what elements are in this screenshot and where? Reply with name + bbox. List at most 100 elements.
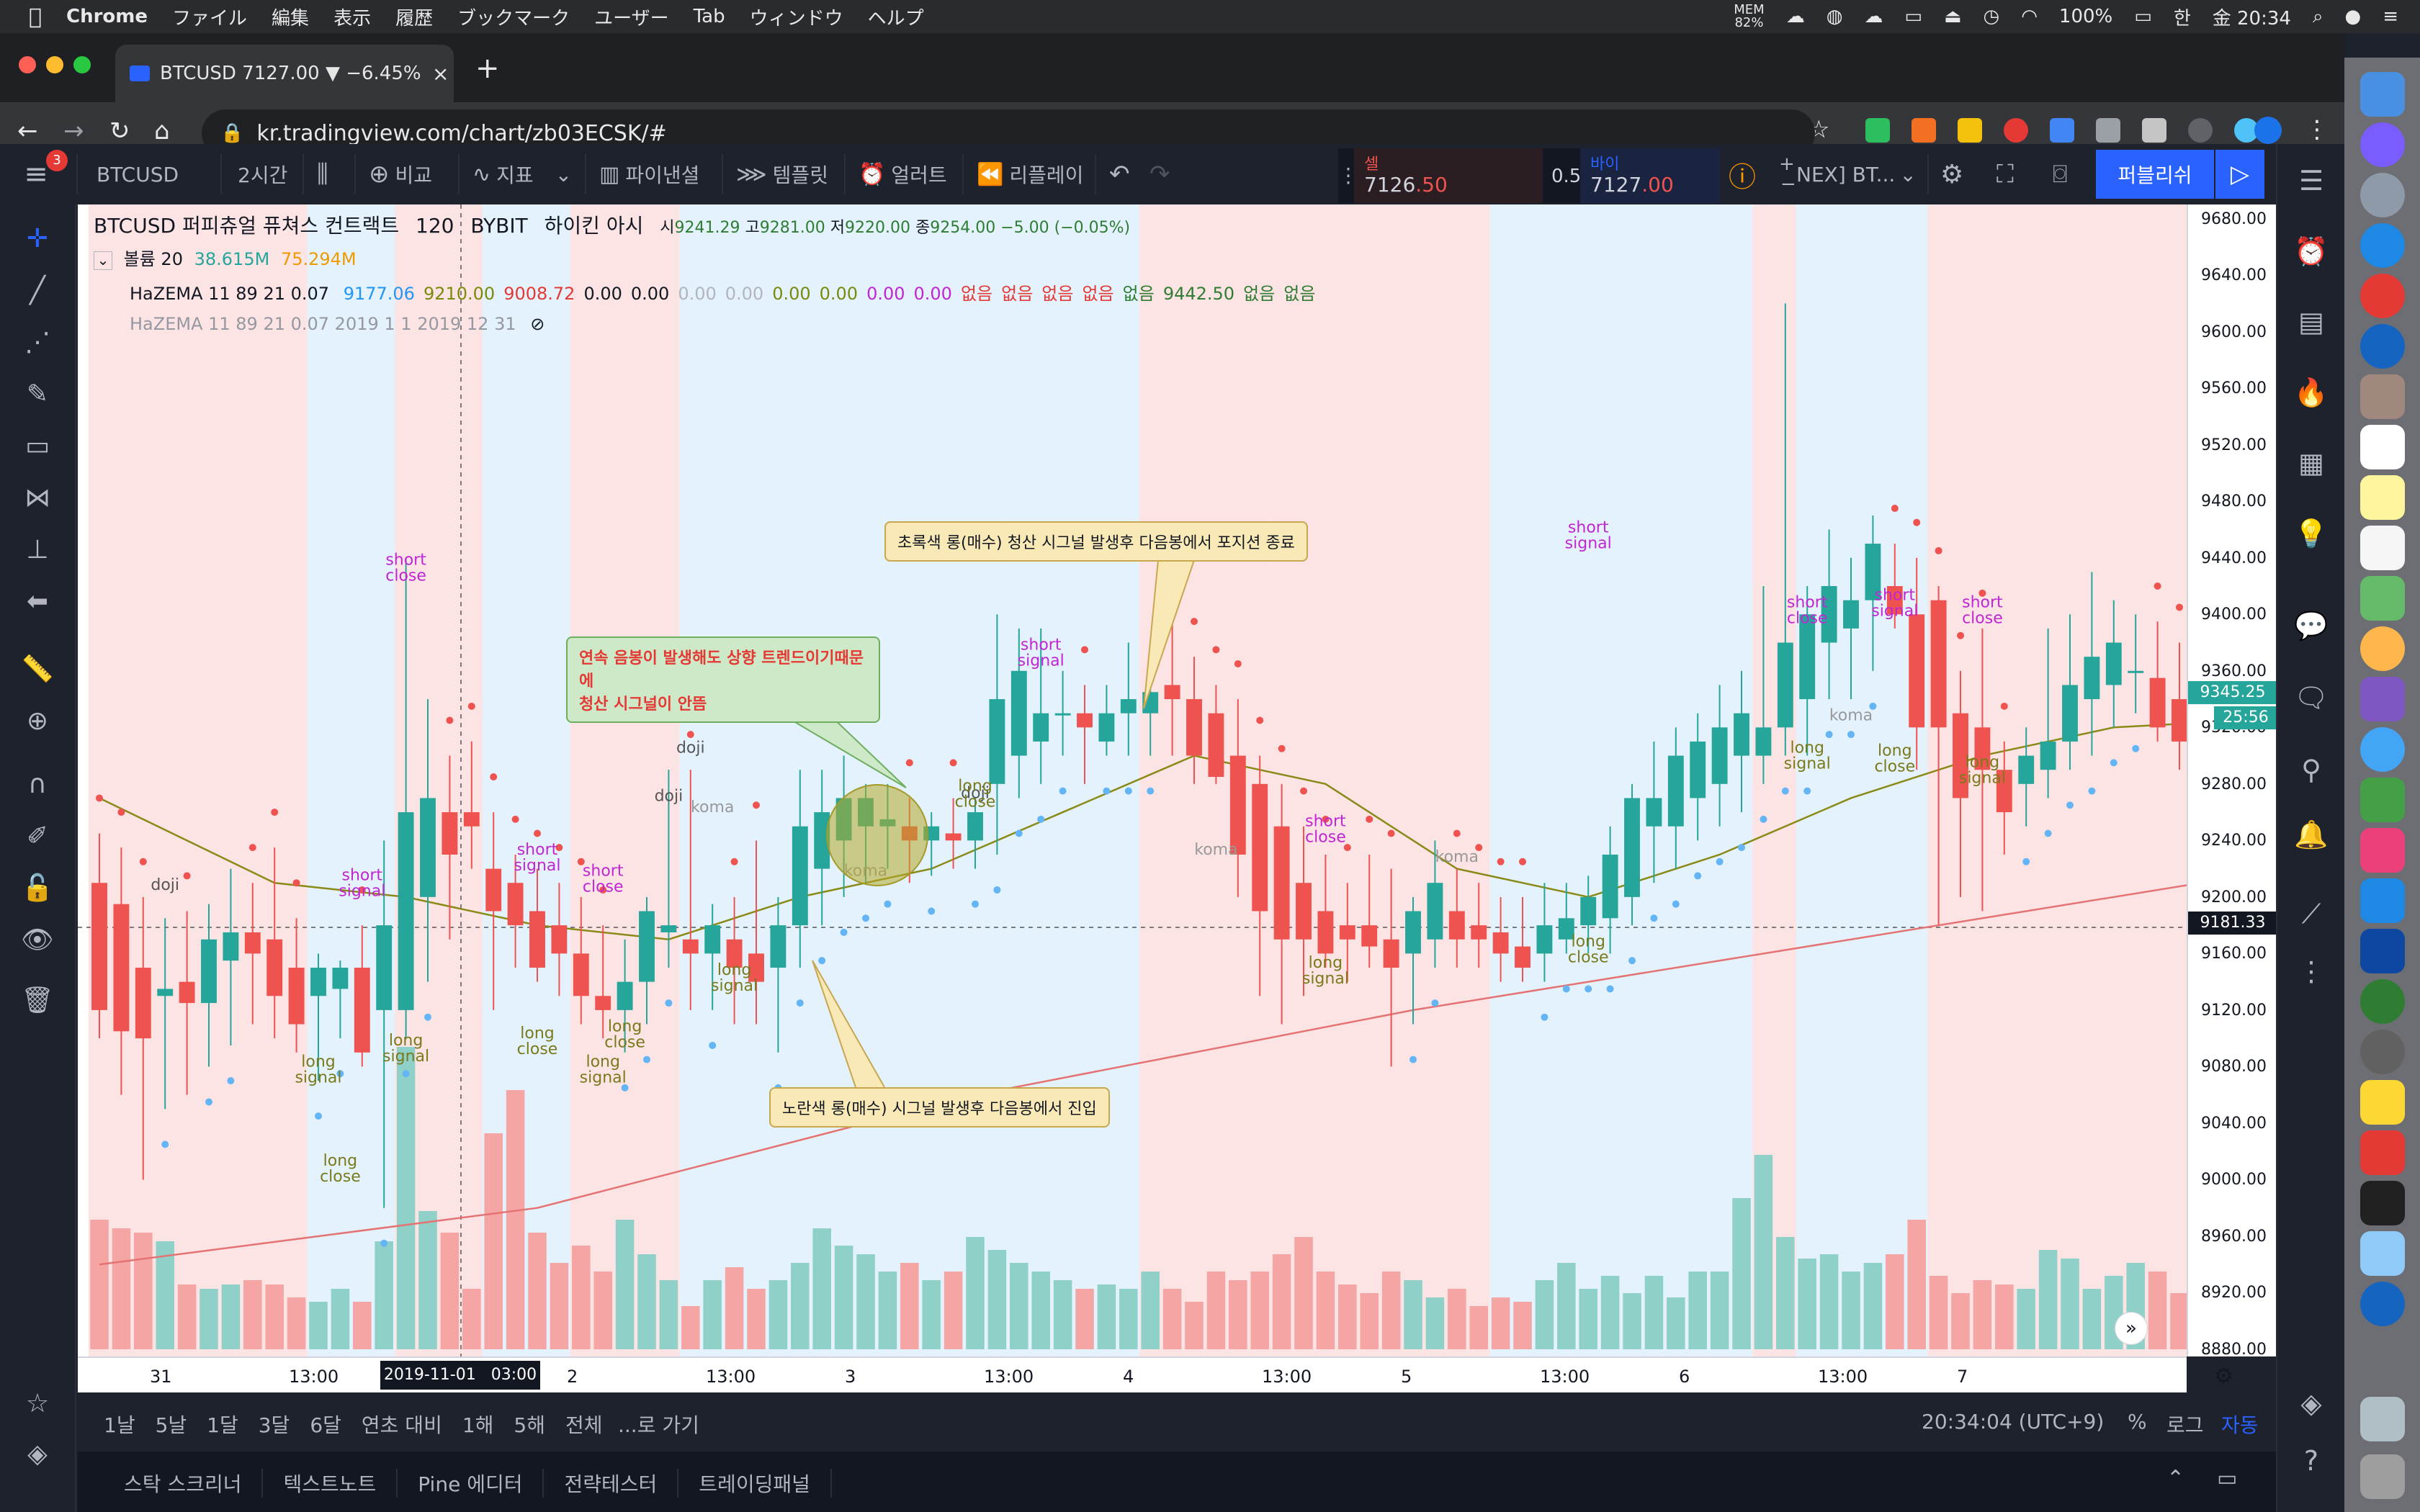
reminders-dock-icon[interactable] [2360,526,2405,570]
lock-icon[interactable]: 🔓 [21,873,54,903]
play-icon[interactable]: ▷ [2215,150,2264,199]
panel-tab[interactable]: Pine 에디터 [398,1469,544,1498]
atom-dock-icon[interactable] [2360,979,2405,1024]
range-button[interactable]: 1해 [462,1413,494,1437]
menubar-clock[interactable]: 金 20:34 [2212,7,2291,30]
chrome-dock-icon[interactable] [2360,274,2405,318]
tab-close-icon[interactable]: × [432,61,449,86]
eye-icon[interactable]: 👁 [21,925,54,955]
alert-button[interactable]: ⏰ 얼러트 [859,144,947,204]
settings-gear-icon[interactable]: ⚙ [1940,159,1964,189]
callout-long-entry[interactable]: 노란색 롱(매수) 시그널 발생후 다음봉에서 진입 [769,1087,1110,1128]
undo-icon[interactable]: ↶ [1109,160,1130,189]
auto-scale-toggle[interactable]: 자동 [2221,1413,2259,1437]
cloud-extension-icon[interactable] [2188,118,2213,143]
finder-dock-icon[interactable] [2360,72,2405,117]
battery-percent[interactable]: 100% [2058,6,2113,27]
dom-icon[interactable]: ⋮ [2298,955,2325,987]
notes-dock-icon[interactable] [2360,475,2405,520]
navigation-dock-icon[interactable] [2360,324,2405,369]
image-extension-icon[interactable] [2142,118,2166,143]
notes-extension-icon[interactable] [1958,118,1982,143]
camera-icon[interactable]: ⌼ [2053,160,2068,189]
collapse-chevron-icon[interactable]: ⌄ [94,251,112,270]
fullscreen-icon[interactable]: ⛶ [1996,160,2014,189]
contacts-dock-icon[interactable] [2360,374,2405,419]
sell-button[interactable]: 셀 7126.50 [1354,148,1543,203]
range-button[interactable]: 1날 [104,1413,135,1437]
object-tree-icon[interactable]: ◈ [27,1439,48,1469]
facetime-dock-icon[interactable] [2360,778,2405,822]
range-button[interactable]: 3달 [258,1413,290,1437]
favorite-star-icon[interactable]: ☆ [25,1389,50,1418]
battery-icon[interactable]: ▭ [2134,6,2152,27]
help-icon[interactable]: ? [2303,1445,2319,1477]
home-icon[interactable]: ⌂ [154,117,170,145]
airplay-icon[interactable]: ⏏ [1943,6,1962,27]
chart-style-icon[interactable]: ⫼ [317,160,328,189]
user-avatar-icon[interactable]: ● [2344,6,2362,27]
arrow-left-icon[interactable]: ⬅ [26,587,49,616]
creative-cloud-icon[interactable]: ◍ [1826,6,1843,27]
templates-button[interactable]: ⋙ 템플릿 [736,144,828,204]
clock-timezone[interactable]: 20:34:04 (UTC+9) [1922,1410,2105,1434]
launchpad-dock-icon[interactable] [2360,173,2405,217]
chrome-menu-icon[interactable]: ⋮ [2305,115,2329,144]
zoom-in-icon[interactable]: ⊕ [26,706,49,736]
watchlist-icon[interactable]: ☰ [2298,165,2324,197]
main-menu-icon[interactable]: ≡ [24,158,48,191]
callout-long-close-exit[interactable]: 초록색 롱(매수) 청산 시그널 발생후 다음봉에서 포지션 종료 [884,521,1308,562]
menu-file[interactable]: ファイル [159,7,247,30]
window-zoom-button[interactable] [73,56,91,73]
chart-pane[interactable]: doji short signal long signal long close short c… [78,204,2187,1356]
financials-button[interactable]: ▥ 파이낸셜 [599,144,699,204]
buy-button[interactable]: 바이 7127.00 [1580,148,1720,203]
stay-drawing-icon[interactable]: ✐ [26,822,49,851]
menu-view[interactable]: 表示 [321,7,371,30]
display-icon[interactable]: ▭ [1904,6,1922,27]
menu-edit[interactable]: 編集 [259,7,309,30]
trash-dock-icon[interactable] [2360,1454,2405,1499]
quantity-minus-icon[interactable]: − [1780,174,1796,195]
order-panel-icon[interactable]: ⟋ [2301,898,2321,930]
kakaotalk-dock-icon[interactable] [2360,1080,2405,1125]
streams-icon[interactable]: ⚲ [2301,754,2321,786]
screenshot-extension-icon[interactable] [2096,118,2120,143]
imovie-dock-icon[interactable] [2360,677,2405,721]
drag-handle-icon[interactable]: ⋮ [1338,163,1358,187]
profile-avatar[interactable] [2254,117,2282,144]
ruler-icon[interactable]: 📏 [21,654,54,684]
quantity-plus-icon[interactable]: + [1779,153,1795,175]
photos-dock-icon[interactable] [2360,626,2405,671]
brush-icon[interactable]: ✎ [26,379,49,409]
parallels-dock-icon[interactable] [2360,1130,2405,1175]
public-chats-icon[interactable]: 🗨 [2293,682,2329,714]
time-axis[interactable]: 3113:0013:00213:00313:00413:00513:00613:… [78,1356,2233,1394]
apple-icon[interactable]:  [29,4,42,30]
safari-dock-icon[interactable] [2360,223,2405,268]
browser-tab[interactable]: BTCUSD 7127.00 ▼ −6.45% [B × [115,45,454,102]
data-window-icon[interactable]: ▤ [2298,306,2324,338]
redo-icon[interactable]: ↷ [1150,160,1170,189]
menu-help[interactable]: ヘルプ [854,7,924,30]
back-icon[interactable]: ← [17,117,38,145]
calendar-icon[interactable]: ▦ [2298,447,2324,479]
fib-tool-icon[interactable]: ⋰ [24,328,50,357]
axis-settings-gear-icon[interactable]: ⚙ [2214,1364,2233,1389]
range-button[interactable]: 5해 [514,1413,545,1437]
layers-icon[interactable]: ◈ [2300,1387,2322,1419]
window-minimize-button[interactable] [46,56,63,73]
eye-hidden-icon[interactable]: ⊘ [530,314,545,334]
text-comment-icon[interactable]: ▭ [24,431,50,461]
ex-extension-icon[interactable] [1912,118,1936,143]
vscode-dock-icon[interactable] [2360,929,2405,973]
replay-button[interactable]: ⏪ 리플레이 [977,144,1083,204]
cloud-icon[interactable]: ☁ [1864,6,1883,27]
magnet-icon[interactable]: ∩ [27,770,48,799]
notifications-bell-icon[interactable]: 🔔 [2294,819,2329,850]
log-toggle[interactable]: 로그 [2166,1413,2204,1437]
cloud-upload-icon[interactable]: ☁ [1785,6,1805,27]
callout-uptrend-note[interactable]: 연속 음봉이 발생해도 상향 트렌드이기때문에 청산 시그널이 안뜸 [566,636,880,723]
reload-icon[interactable]: ↻ [109,117,130,145]
messages-dock-icon[interactable] [2360,727,2405,772]
